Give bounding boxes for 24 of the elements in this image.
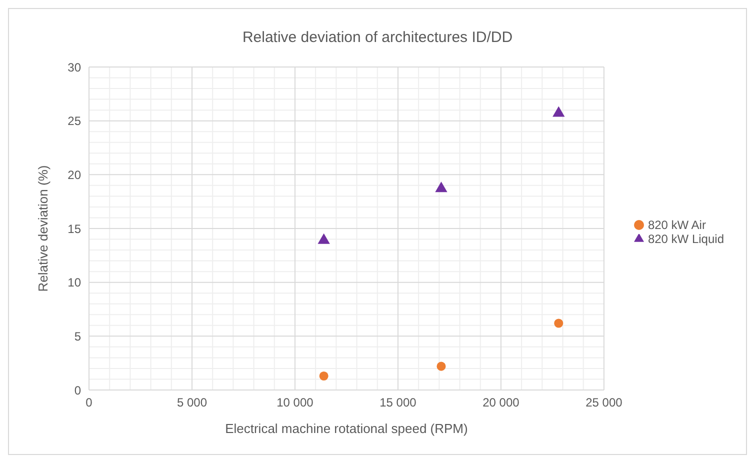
x-tick-label: 10 000 [276, 396, 314, 410]
chart-title: Relative deviation of architectures ID/DD [241, 29, 514, 46]
y-tick-label: 5 [74, 329, 82, 344]
y-tick-label: 20 [68, 168, 82, 182]
x-tick-label: 0 [86, 396, 93, 410]
y-tick-label: 0 [74, 383, 82, 398]
x-tick-label: 15 000 [380, 396, 417, 410]
point [318, 233, 330, 244]
point [319, 372, 328, 381]
point [552, 106, 565, 117]
x-tick-label: 25 000 [586, 396, 623, 410]
x-axis-title: Electrical machine rotational speed (RPM) [225, 421, 468, 436]
legend-label: 820 kW Liquid [648, 232, 724, 246]
point [554, 318, 564, 328]
y-axis-title: Relative deviation (%) [36, 165, 51, 292]
x-tick-label: 20 000 [482, 396, 520, 410]
y-tick-label: 30 [68, 60, 82, 74]
y-tick-label: 10 [68, 276, 82, 290]
y-tick-label: 25 [68, 114, 82, 128]
point [435, 182, 448, 192]
y-tick-label: 15 [68, 222, 82, 236]
legend-label: 820 kW Air [648, 218, 706, 232]
x-tick-label: 5 000 [176, 396, 208, 410]
point [436, 362, 446, 371]
